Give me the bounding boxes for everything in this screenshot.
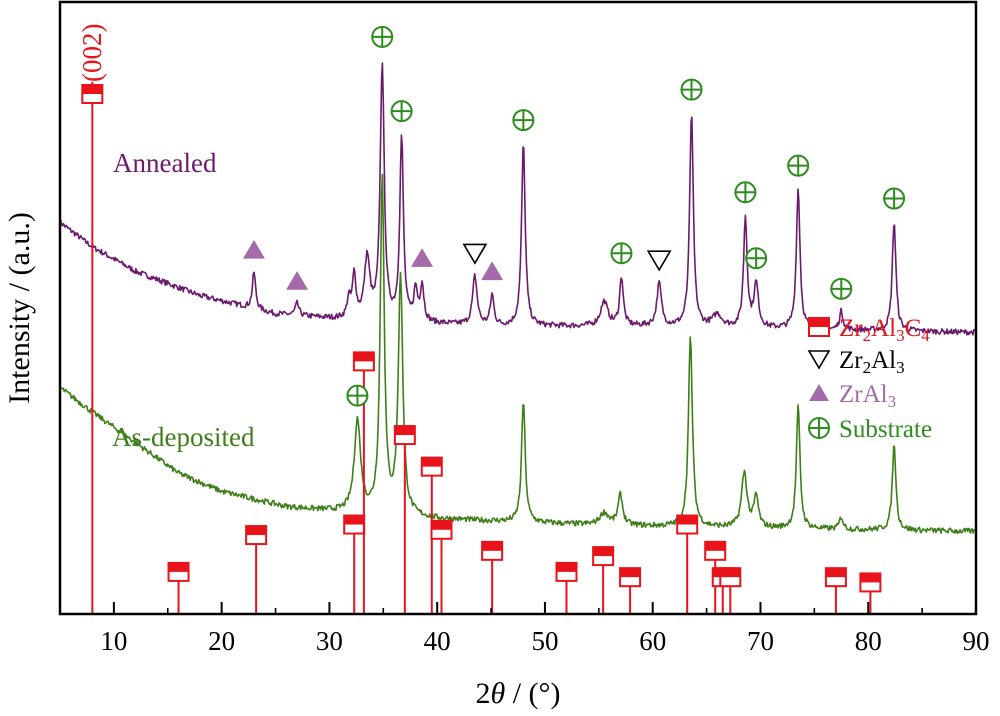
x-tick-label-50: 50 (531, 626, 558, 656)
x-axis-ticks: 10 20 30 40 50 60 70 80 90 (100, 602, 990, 656)
peak-marker-substrate-34.9 (371, 25, 394, 48)
legend-label-substrate: Substrate (839, 416, 932, 443)
x-tick-label-70: 70 (747, 626, 774, 656)
peak-marker-substrate-68.6 (734, 181, 757, 204)
reference-lines (81, 82, 882, 614)
ref-line-39.5 (420, 456, 443, 614)
legend-entry-zral3: ZrAl3 (809, 381, 896, 411)
y-axis-title: Intensity / (a.u.) (3, 212, 36, 404)
peak-marker-zral3-38.6 (411, 248, 434, 267)
ref-line-32.3 (343, 514, 366, 614)
peak-marker-substrate-36.7 (390, 100, 413, 123)
x-tick-label-30: 30 (316, 626, 343, 656)
ref-line-57.9 (619, 567, 642, 614)
x-tick-label-90: 90 (963, 626, 990, 656)
peak-marker-substrate-69.6 (745, 247, 768, 270)
peak-marker-substrate-57.1 (610, 242, 633, 265)
ref-line-52 (555, 561, 578, 614)
ref-line-40.4 (430, 519, 453, 614)
peak-marker-substrate-63.6 (680, 78, 703, 101)
plot-frame (58, 0, 978, 616)
peak-marker-substrate-77.5 (830, 277, 853, 300)
ref-line-23.2 (245, 525, 268, 614)
ref-line-63.2 (676, 514, 699, 614)
legend-entry-zr2al3: Zr2Al3 (807, 347, 905, 377)
peak-marker-substrate-73.5 (787, 154, 810, 177)
legend-entry-substrate: Substrate (808, 416, 932, 443)
peak-markers (242, 25, 906, 407)
ref-line-45.1 (481, 540, 504, 614)
annotation-002: (002) (77, 24, 107, 82)
peak-marker-substrate-82.4 (883, 187, 906, 210)
peak-marker-zral3-45.1 (481, 261, 504, 281)
legend-label-zr2al3: Zr2Al3 (839, 347, 905, 377)
x-tick-label-20: 20 (208, 626, 235, 656)
series-label-as-deposited: As-deposited (112, 422, 255, 452)
ref-line-37 (393, 425, 416, 614)
legend-entry-zr2al3c4: Zr2Al3C4 (808, 315, 930, 345)
ref-line-16 (167, 561, 190, 614)
ref-line-8 (81, 82, 104, 614)
x-tick-label-10: 10 (100, 626, 127, 656)
ref-line-65.8 (704, 540, 727, 614)
x-tick-label-60: 60 (639, 626, 666, 656)
ref-line-55.4 (592, 546, 615, 614)
peak-marker-zr2al3-43.5 (462, 243, 488, 265)
peak-marker-zr2al3-60.6 (646, 250, 672, 272)
peak-marker-substrate-32.6 (346, 384, 369, 407)
series-line-as-deposited (59, 173, 977, 534)
ref-line-67.2 (719, 567, 742, 614)
peak-marker-substrate-48 (512, 109, 535, 132)
x-tick-label-40: 40 (424, 626, 451, 656)
x-tick-label-80: 80 (855, 626, 882, 656)
ref-line-80.2 (859, 572, 882, 614)
ref-line-77 (824, 567, 847, 614)
peak-marker-zral3-23 (242, 239, 265, 259)
legend-label-zral3: ZrAl3 (839, 381, 896, 411)
x-axis-title: 2θ / (°) (475, 677, 560, 710)
legend-label-zr2al3c4: Zr2Al3C4 (839, 315, 930, 345)
peak-marker-zral3-27 (286, 271, 309, 290)
series-label-annealed: Annealed (113, 148, 217, 178)
